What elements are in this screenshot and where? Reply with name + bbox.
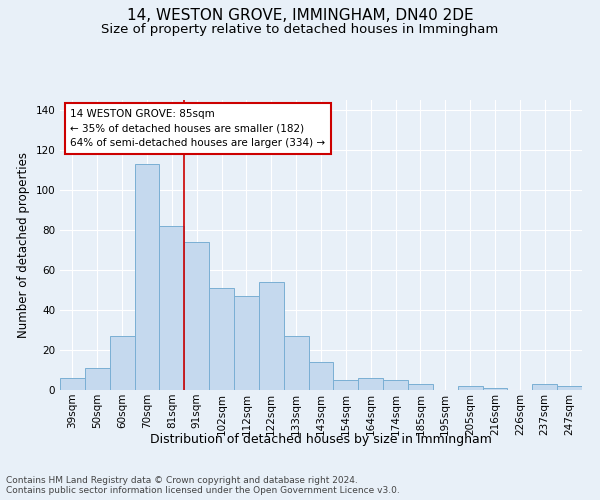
Bar (134, 164, 160, 390)
Bar (85, 368, 110, 390)
Bar (458, 386, 482, 390)
Bar (209, 288, 234, 390)
Bar (259, 282, 284, 390)
Bar (284, 336, 308, 390)
Bar (184, 242, 209, 390)
Text: Size of property relative to detached houses in Immingham: Size of property relative to detached ho… (101, 22, 499, 36)
Bar (557, 386, 582, 390)
Bar (110, 336, 134, 390)
Text: 14, WESTON GROVE, IMMINGHAM, DN40 2DE: 14, WESTON GROVE, IMMINGHAM, DN40 2DE (127, 8, 473, 22)
Bar (482, 388, 508, 390)
Text: Contains HM Land Registry data © Crown copyright and database right 2024.
Contai: Contains HM Land Registry data © Crown c… (6, 476, 400, 495)
Text: 14 WESTON GROVE: 85sqm
← 35% of detached houses are smaller (182)
64% of semi-de: 14 WESTON GROVE: 85sqm ← 35% of detached… (70, 108, 326, 148)
Bar (383, 380, 408, 390)
Bar (358, 378, 383, 390)
Bar (60, 378, 85, 390)
Bar (234, 296, 259, 390)
Bar (160, 226, 184, 390)
Y-axis label: Number of detached properties: Number of detached properties (17, 152, 30, 338)
Bar (408, 384, 433, 390)
Bar (532, 384, 557, 390)
Bar (334, 380, 358, 390)
Text: Distribution of detached houses by size in Immingham: Distribution of detached houses by size … (150, 432, 492, 446)
Bar (308, 362, 334, 390)
